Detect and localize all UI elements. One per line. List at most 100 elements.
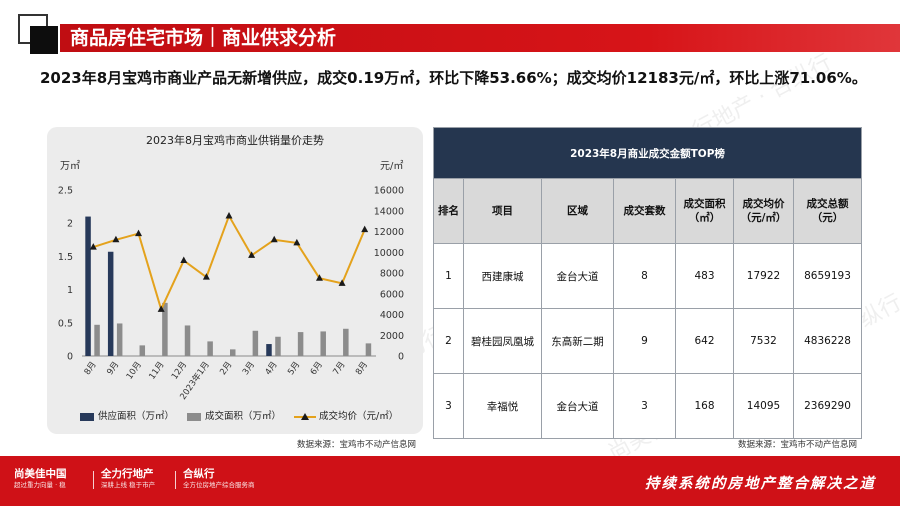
legend-label-deal: 成交面积（万㎡） bbox=[205, 411, 282, 422]
price-point bbox=[315, 274, 323, 281]
page-title: 商品房住宅市场｜商业供求分析 bbox=[70, 27, 337, 49]
logo-divider bbox=[175, 471, 176, 489]
cell-rank: 2 bbox=[433, 308, 464, 374]
cell-units: 9 bbox=[613, 308, 676, 374]
y-right-tick-label: 6000 bbox=[380, 289, 404, 300]
deal-bar bbox=[116, 323, 123, 356]
header-avg-price: 成交均价（元/㎡） bbox=[733, 178, 794, 244]
x-tick-label: 4月 bbox=[264, 360, 280, 377]
y-left-tick-label: 0 bbox=[67, 352, 73, 363]
y-left-tick-label: 1.5 bbox=[58, 252, 73, 263]
cell-avg-price: 14095 bbox=[733, 373, 794, 439]
y-right-tick-label: 4000 bbox=[380, 310, 404, 321]
header-district: 区域 bbox=[541, 178, 614, 244]
cell-units: 8 bbox=[613, 243, 676, 309]
cell-area: 483 bbox=[675, 243, 734, 309]
logo-quanlixing-tagline: 深耕上线 稳于市产 bbox=[101, 481, 156, 489]
chart-source: 数据来源：宝鸡市不动产信息网 bbox=[297, 440, 417, 450]
logo-quanlixing: 全力行地产 深耕上线 稳于市产 bbox=[101, 468, 155, 492]
deal-bar bbox=[365, 343, 372, 356]
header-project: 项目 bbox=[463, 178, 542, 244]
logo-divider bbox=[93, 471, 94, 489]
title-decoration-square bbox=[30, 26, 58, 54]
table-row: 3 幸福悦 金台大道 3 168 14095 2369290 bbox=[433, 373, 862, 439]
header-total: 成交总额（元） bbox=[793, 178, 862, 244]
price-point bbox=[112, 235, 120, 243]
supply-bar bbox=[85, 216, 91, 356]
cell-avg-price: 7532 bbox=[733, 308, 794, 374]
price-point bbox=[248, 251, 256, 258]
table-row: 2 碧桂园凤凰城 东高新二期 9 642 7532 4836228 bbox=[433, 308, 862, 374]
price-point bbox=[225, 211, 233, 219]
legend-label-supply: 供应面积（万㎡） bbox=[98, 411, 175, 422]
cell-avg-price: 17922 bbox=[733, 243, 794, 309]
cell-area: 168 bbox=[675, 373, 734, 439]
x-tick-label: 2月 bbox=[218, 360, 234, 377]
cell-total: 2369290 bbox=[793, 373, 862, 439]
price-point bbox=[89, 243, 97, 250]
logo-hezongxing-tagline: 全方位房地产综合服务商 bbox=[183, 481, 255, 489]
logo-shangmeijia-tagline: 超过重力向量 · 稳 bbox=[14, 481, 66, 489]
y-right-unit: 元/㎡ bbox=[380, 161, 404, 172]
logo-hezongxing-name: 合纵行 bbox=[183, 468, 215, 480]
chart-legend: 供应面积（万㎡） 成交面积（万㎡） 成交均价（元/㎡） bbox=[72, 408, 402, 422]
deal-bar bbox=[139, 345, 146, 356]
x-tick-label: 3月 bbox=[241, 360, 257, 377]
price-point bbox=[293, 238, 301, 246]
deal-bar bbox=[297, 332, 304, 356]
x-tick-label: 12月 bbox=[170, 360, 189, 382]
price-point bbox=[270, 235, 278, 243]
legend-swatch-deal bbox=[187, 412, 201, 421]
cell-district: 金台大道 bbox=[541, 373, 614, 439]
title-bar bbox=[60, 24, 900, 52]
price-point bbox=[135, 229, 143, 237]
cell-rank: 3 bbox=[433, 373, 464, 439]
footer-bar bbox=[0, 456, 900, 506]
deal-bar bbox=[252, 330, 259, 356]
y-right-tick-label: 8000 bbox=[380, 269, 404, 280]
y-right-tick-label: 12000 bbox=[374, 227, 404, 238]
x-tick-label: 8月 bbox=[83, 360, 99, 377]
y-right-tick-label: 16000 bbox=[374, 186, 404, 197]
logo-shangmeijia-name: 尚美佳中国 bbox=[14, 468, 67, 480]
deal-bar bbox=[275, 336, 281, 356]
deal-bar bbox=[343, 328, 349, 356]
cell-project: 西建康城 bbox=[463, 243, 542, 309]
table-header-row: 排名 项目 区域 成交套数 成交面积（㎡） 成交均价（元/㎡） 成交总额（元） bbox=[433, 178, 862, 244]
price-point bbox=[202, 273, 210, 280]
x-tick-label: 8月 bbox=[354, 360, 370, 377]
price-point bbox=[180, 256, 188, 264]
table-source: 数据来源：宝鸡市不动产信息网 bbox=[738, 440, 858, 450]
cell-rank: 1 bbox=[433, 243, 464, 309]
deal-bar bbox=[94, 324, 100, 356]
header-units: 成交套数 bbox=[613, 178, 676, 244]
legend-label-price: 成交均价（元/㎡） bbox=[319, 411, 399, 422]
deal-bar bbox=[184, 325, 191, 356]
cell-total: 4836228 bbox=[793, 308, 862, 374]
x-tick-label: 7月 bbox=[331, 360, 347, 377]
y-right-tick-label: 0 bbox=[398, 352, 404, 363]
footer-slogan: 持续系统的房地产整合解决之道 bbox=[645, 476, 876, 492]
legend-swatch-supply bbox=[80, 412, 94, 421]
deal-bar bbox=[230, 349, 236, 356]
price-line bbox=[93, 213, 366, 313]
y-left-tick-label: 0.5 bbox=[58, 318, 73, 329]
logo-shangmeijia: 尚美佳中国 超过重力向量 · 稳 bbox=[14, 468, 67, 492]
legend-swatch-price bbox=[294, 412, 316, 420]
x-tick-label: 6月 bbox=[309, 360, 325, 377]
y-left-unit: 万㎡ bbox=[60, 161, 80, 172]
x-tick-label: 9月 bbox=[105, 360, 121, 377]
x-tick-label: 11月 bbox=[147, 360, 166, 382]
y-left-tick-label: 1 bbox=[67, 285, 73, 296]
cell-project: 幸福悦 bbox=[463, 373, 542, 439]
y-right-tick-label: 14000 bbox=[374, 206, 404, 217]
header-rank: 排名 bbox=[433, 178, 464, 244]
cell-area: 642 bbox=[675, 308, 734, 374]
x-tick-label: 10月 bbox=[125, 360, 144, 382]
top-deals-table: 2023年8月商业成交金额TOP榜 排名 项目 区域 成交套数 成交面积（㎡） … bbox=[433, 127, 862, 439]
y-left-tick-label: 2.5 bbox=[58, 186, 73, 197]
chart-title: 2023年8月宝鸡市商业供销量价走势 bbox=[146, 134, 324, 147]
deal-bar bbox=[320, 331, 326, 356]
supply-bar bbox=[107, 251, 114, 356]
